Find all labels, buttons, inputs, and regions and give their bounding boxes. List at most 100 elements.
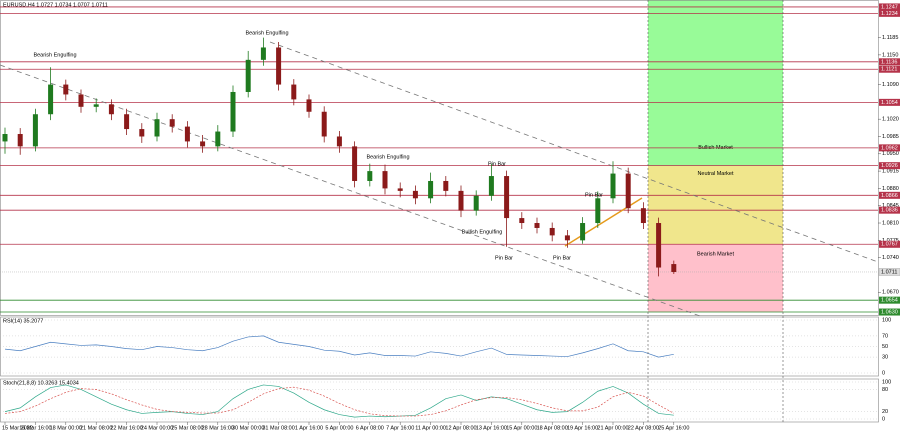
x-tick-label: 15 Apr 00:00 bbox=[506, 425, 537, 431]
candle-body bbox=[215, 131, 221, 147]
level-box bbox=[879, 206, 900, 214]
annotation: Pin Bar bbox=[585, 192, 603, 198]
level-box bbox=[879, 191, 900, 199]
indicator-tick-label: 100 bbox=[882, 379, 891, 385]
zone-label: Neutral Market bbox=[697, 171, 734, 177]
indicator-tick-label: 80 bbox=[882, 387, 888, 393]
level-box bbox=[879, 144, 900, 152]
y-tick-label: 1.1150 bbox=[882, 52, 898, 58]
y-tick-label: 1.0950 bbox=[882, 151, 899, 157]
level-box bbox=[879, 65, 900, 73]
candle-body bbox=[63, 84, 69, 95]
candle-body bbox=[443, 180, 449, 191]
indicator-label: Stoch(21,8,8) 10.3263 15.4034 bbox=[3, 380, 79, 386]
candle-body bbox=[93, 104, 99, 107]
candle-body bbox=[108, 104, 114, 115]
chart-title: EURUSD,H4 1.0727 1.0734 1.0707 1.0711 bbox=[3, 2, 108, 8]
current-price-label: 1.0711 bbox=[881, 269, 897, 275]
candle-body bbox=[200, 141, 206, 147]
x-tick-label: 12 Apr 08:00 bbox=[445, 425, 476, 431]
candle-body bbox=[139, 129, 145, 137]
x-tick-label: 25 Mar 08:00 bbox=[171, 425, 203, 431]
indicator-tick-label: 100 bbox=[882, 317, 891, 323]
x-tick-label: 16 Mar 16:00 bbox=[19, 425, 51, 431]
candle-body bbox=[154, 119, 160, 137]
annotation: Pin Bar bbox=[553, 255, 571, 261]
x-tick-label: 5 Apr 00:00 bbox=[325, 425, 353, 431]
candle-body bbox=[519, 218, 525, 224]
indicator-line bbox=[4, 335, 674, 358]
x-tick-label: 6 Apr 08:00 bbox=[356, 425, 384, 431]
candle-body bbox=[473, 195, 479, 211]
current-price-box bbox=[878, 268, 900, 276]
annotation: Pin Bar bbox=[495, 255, 513, 261]
annotation: Bearish Engulfing bbox=[366, 154, 409, 160]
candle-body bbox=[48, 84, 54, 115]
y-tick-label: 1.0670 bbox=[882, 290, 899, 296]
y-tick-label: 1.0775 bbox=[882, 238, 899, 244]
level-box bbox=[879, 3, 900, 11]
level-label: 1.0866 bbox=[881, 193, 898, 199]
level-label: 1.1234 bbox=[881, 11, 898, 17]
candle-body bbox=[549, 227, 555, 236]
level-label: 1.0630 bbox=[881, 309, 898, 315]
annotation: Bullish Engulfing bbox=[462, 229, 503, 235]
candle-body bbox=[504, 176, 510, 219]
indicator-line bbox=[4, 384, 674, 418]
candle-body bbox=[580, 223, 586, 241]
candle-body bbox=[488, 176, 494, 196]
annotation: Pin Bar bbox=[488, 161, 506, 167]
level-box bbox=[879, 98, 900, 106]
x-tick-label: 25 Apr 16:00 bbox=[658, 425, 689, 431]
x-tick-label: 31 Mar 08:00 bbox=[262, 425, 294, 431]
x-tick-label: 1 Apr 16:00 bbox=[295, 425, 323, 431]
x-tick-label: 21 Mar 08:00 bbox=[80, 425, 112, 431]
candle-body bbox=[625, 173, 631, 209]
y-tick-label: 1.0810 bbox=[882, 220, 899, 226]
indicator-panel bbox=[0, 378, 879, 423]
y-tick-label: 1.0880 bbox=[882, 186, 899, 192]
indicator-tick-label: 70 bbox=[882, 333, 888, 339]
candle-body bbox=[352, 146, 358, 181]
candle-body bbox=[610, 173, 616, 199]
x-tick-label: 18 Apr 08:00 bbox=[537, 425, 568, 431]
x-tick-label: 18 Mar 00:00 bbox=[50, 425, 82, 431]
candle-body bbox=[17, 134, 23, 147]
y-tick-label: 1.1090 bbox=[882, 82, 899, 88]
y-tick-label: 1.0915 bbox=[882, 169, 899, 175]
candle-body bbox=[306, 99, 312, 112]
candle-body bbox=[245, 59, 251, 92]
y-tick-label: 1.1020 bbox=[882, 117, 899, 123]
level-box bbox=[879, 240, 900, 248]
candle-body bbox=[184, 126, 190, 142]
level-label: 1.0836 bbox=[881, 208, 898, 214]
x-tick-label: 28 Mar 16:00 bbox=[202, 425, 234, 431]
candle-body bbox=[336, 136, 342, 147]
level-label: 1.1121 bbox=[881, 67, 897, 73]
level-label: 1.1136 bbox=[881, 59, 897, 65]
zone-label: Bearish Market bbox=[697, 252, 734, 258]
level-label: 1.0654 bbox=[881, 298, 898, 304]
level-box bbox=[879, 308, 900, 316]
level-label: 1.0767 bbox=[881, 242, 898, 248]
indicator-tick-label: 20 bbox=[882, 409, 888, 415]
candle-body bbox=[260, 47, 266, 60]
level-label: 1.1247 bbox=[881, 4, 898, 10]
indicator-tick-label: 0 bbox=[882, 416, 885, 422]
level-box bbox=[879, 162, 900, 170]
market-zone bbox=[648, 0, 783, 166]
x-tick-label: 24 Mar 00:00 bbox=[141, 425, 173, 431]
annotation: Bearish Engulfing bbox=[245, 30, 288, 36]
market-zone bbox=[648, 165, 783, 245]
x-tick-label: 13 Apr 16:00 bbox=[476, 425, 507, 431]
level-label: 1.0962 bbox=[881, 145, 898, 151]
candle-body bbox=[412, 190, 418, 199]
indicator-tick-label: 0 bbox=[882, 370, 885, 376]
x-tick-label: 11 Apr 00:00 bbox=[415, 425, 446, 431]
level-box bbox=[879, 9, 900, 17]
candle-body bbox=[78, 94, 84, 107]
y-tick-label: 1.0845 bbox=[882, 203, 899, 209]
candle-body bbox=[382, 171, 388, 189]
y-tick-label: 1.1185 bbox=[882, 35, 898, 41]
